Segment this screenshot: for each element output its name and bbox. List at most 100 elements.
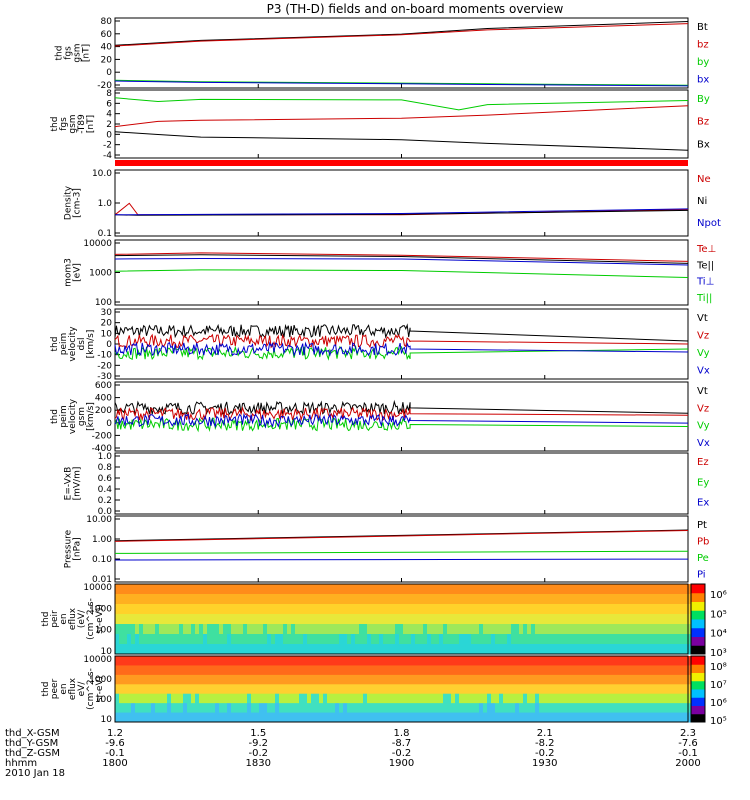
spectrogram-cell [499, 712, 504, 723]
spectrogram-cell [247, 634, 252, 645]
spectrogram-cell [315, 703, 320, 714]
spectrogram-cell [551, 644, 556, 655]
spectrogram-cell [455, 665, 460, 676]
spectrogram-cell [383, 693, 388, 704]
spectrogram-cell [675, 594, 680, 605]
spectrogram-cell [339, 684, 344, 695]
spectrogram-cell [355, 693, 360, 704]
spectrogram-cell [343, 594, 348, 605]
spectrogram-cell [223, 656, 228, 666]
spectrogram-cell [343, 656, 348, 666]
spectrogram-cell [539, 624, 544, 635]
spectrogram-cell [131, 594, 136, 605]
spectrogram-cell [215, 634, 220, 645]
spectrogram-cell [631, 693, 636, 704]
spectrogram-cell [119, 656, 124, 666]
spectrogram-cell [383, 684, 388, 695]
spectrogram-cell [207, 693, 212, 704]
spectrogram-cell [207, 665, 212, 676]
spectrogram-cell [627, 614, 632, 625]
colorbar-label: 10³ [710, 648, 727, 659]
spectrogram-cell [559, 604, 564, 615]
spectrogram-cell [519, 594, 524, 605]
spectrogram-cell [235, 693, 240, 704]
spectrogram-cell [335, 624, 340, 635]
xaxis-value: -0.2 [535, 748, 555, 759]
spectrogram-cell [195, 644, 200, 655]
panel-ylabel: eflux [68, 607, 78, 630]
spectrogram-cell [335, 614, 340, 625]
spectrogram-cell [271, 594, 276, 605]
spectrogram-cell [359, 712, 364, 723]
ytick-label: 0 [106, 340, 112, 350]
spectrogram-cell [623, 712, 628, 723]
colorbar-segment [691, 672, 705, 682]
spectrogram-cell [591, 712, 596, 723]
spectrogram-cell [335, 674, 340, 685]
spectrogram-cell [671, 703, 676, 714]
spectrogram-cell [547, 584, 552, 595]
spectrogram-cell [663, 693, 668, 704]
spectrogram-cell [315, 665, 320, 676]
spectrogram-cell [279, 614, 284, 625]
spectrogram-cell [539, 604, 544, 615]
spectrogram-cell [251, 634, 256, 645]
spectrogram-cell [327, 584, 332, 595]
spectrogram-cell [467, 656, 472, 666]
spectrogram-cell [379, 656, 384, 666]
spectrogram-cell [683, 656, 688, 666]
spectrogram-cell [535, 584, 540, 595]
spectrogram-cell [383, 604, 388, 615]
spectrogram-cell [199, 674, 204, 685]
spectrogram-cell [415, 656, 420, 666]
spectrogram-cell [447, 693, 452, 704]
legend-by: By [697, 94, 710, 105]
spectrogram-cell [551, 656, 556, 666]
spectrogram-cell [619, 712, 624, 723]
spectrogram-cell [519, 684, 524, 695]
spectrogram-cell [475, 594, 480, 605]
spectrogram-cell [223, 674, 228, 685]
spectrogram-cell [475, 703, 480, 714]
spectrogram-cell [687, 712, 692, 723]
spectrogram-cell [583, 634, 588, 645]
spectrogram-cell [623, 604, 628, 615]
spectrogram-cell [615, 634, 620, 645]
spectrogram-cell [351, 644, 356, 655]
spectrogram-cell [351, 624, 356, 635]
spectrogram-cell [395, 693, 400, 704]
spectrogram-cell [311, 604, 316, 615]
spectrogram-cell [467, 703, 472, 714]
spectrogram-cell [371, 712, 376, 723]
spectrogram-cell [307, 674, 312, 685]
spectrogram-cell [555, 634, 560, 645]
spectrogram-cell [535, 604, 540, 615]
spectrogram-cell [547, 693, 552, 704]
spectrogram-cell [199, 684, 204, 695]
colorbar-label: 10⁸ [710, 662, 727, 673]
ytick-label: -20 [97, 361, 112, 371]
spectrogram-cell [571, 712, 576, 723]
spectrogram-cell [219, 624, 224, 635]
spectrogram-cell [643, 644, 648, 655]
spectrogram-cell [299, 594, 304, 605]
spectrogram-cell [331, 712, 336, 723]
spectrogram-cell [243, 614, 248, 625]
spectrogram-cell [347, 644, 352, 655]
spectrogram-cell [471, 712, 476, 723]
spectrogram-cell [459, 665, 464, 676]
spectrogram-cell [383, 644, 388, 655]
spectrogram-cell [443, 665, 448, 676]
spectrogram-cell [511, 624, 516, 635]
spectrogram-cell [151, 614, 156, 625]
spectrogram-cell [571, 614, 576, 625]
spectrogram-cell [247, 674, 252, 685]
spectrogram-cell [615, 684, 620, 695]
spectrogram-cell [479, 665, 484, 676]
spectrogram-cell [375, 594, 380, 605]
spectrogram-cell [623, 656, 628, 666]
spectrogram-cell [507, 634, 512, 645]
spectrogram-cell [299, 604, 304, 615]
spectrogram-cell [527, 656, 532, 666]
spectrogram-cell [151, 656, 156, 666]
